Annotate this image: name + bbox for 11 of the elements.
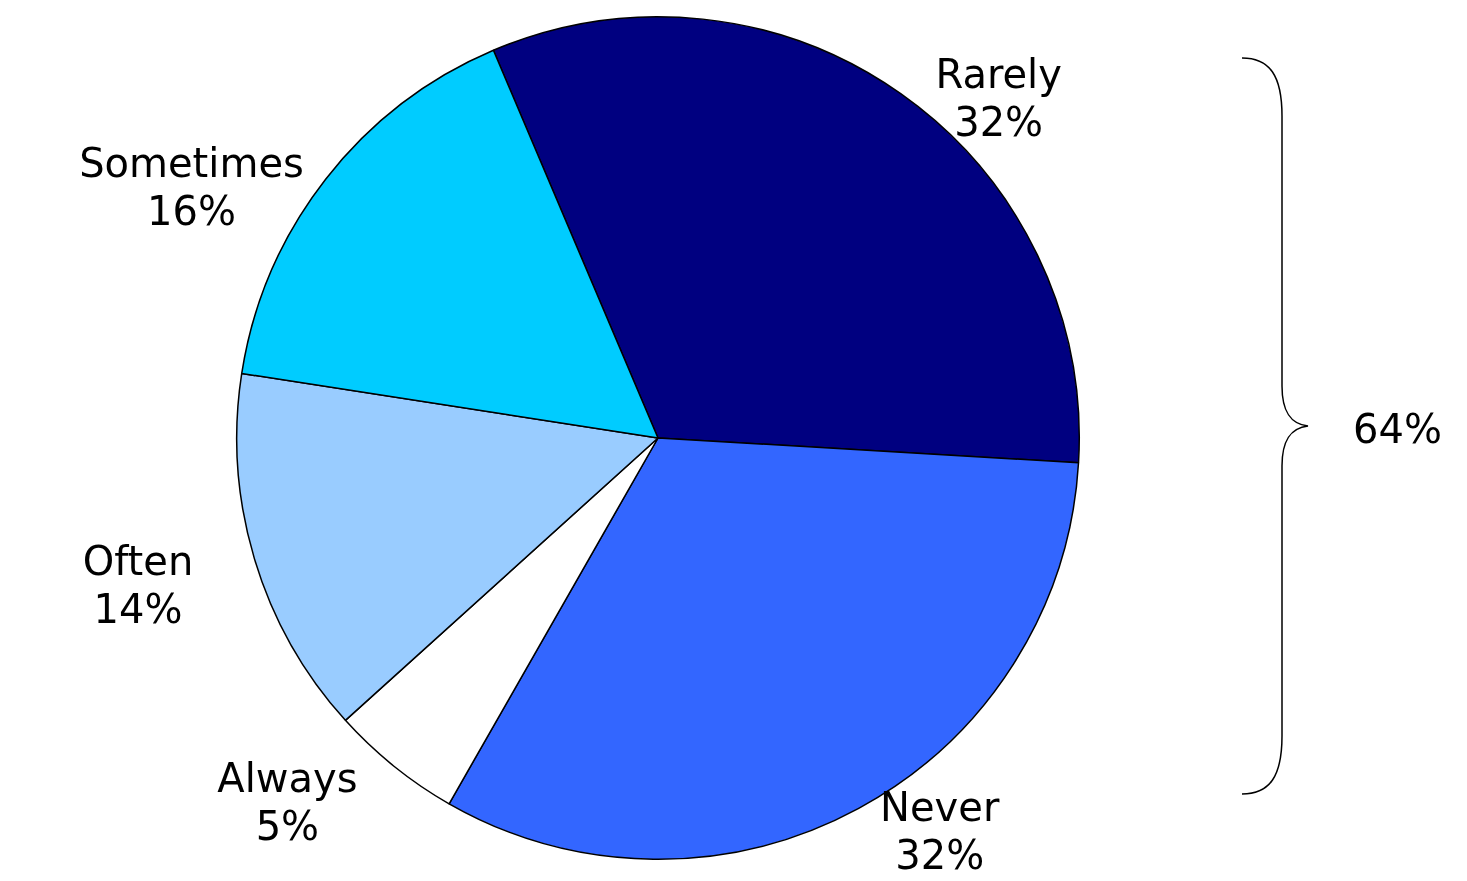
slice-label: Rarely — [935, 50, 1062, 97]
text: 64% — [1353, 406, 1442, 453]
data-label: 16% — [147, 188, 236, 235]
slice-label: Often — [82, 537, 194, 584]
data-label: 32% — [895, 832, 985, 879]
data-label: 14% — [93, 585, 183, 632]
slice-label: Always — [217, 755, 358, 802]
slice-label: Never — [880, 784, 1000, 831]
slice-label: Sometimes — [79, 140, 304, 187]
data-label: 5% — [255, 803, 320, 850]
data-label: 32% — [954, 98, 1044, 145]
